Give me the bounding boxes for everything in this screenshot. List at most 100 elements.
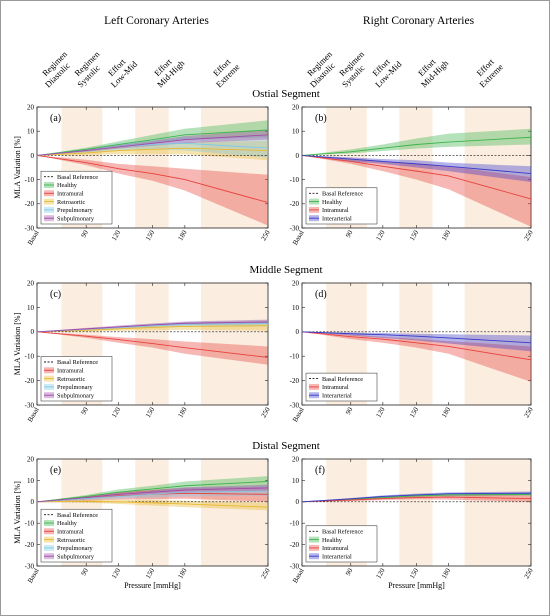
band-intramural <box>37 331 268 365</box>
line-subpulmonary <box>36 321 269 333</box>
legend-entry-basal-reference: Basal Reference <box>309 376 363 383</box>
legend-entry-subpulmonary: Subpulmonary <box>44 553 95 560</box>
x-tick-label: 180 <box>440 406 452 420</box>
legend-label: Prepulmonary <box>57 207 94 214</box>
panel-label: (f) <box>315 465 325 476</box>
band-subpulmonary <box>37 129 268 156</box>
y-tick-label: -20 <box>25 377 35 385</box>
panel-label: (a) <box>50 113 61 124</box>
legend-label: Intramural <box>322 384 349 391</box>
legend-entry-interarterial: Interarterial <box>309 392 352 399</box>
legend-label: Subpulmonary <box>57 215 95 222</box>
legend-label: Intramural <box>57 191 84 198</box>
legend: Basal ReferenceHealthyIntramuralInterart… <box>305 525 378 563</box>
legend-entry-basal-reference: Basal Reference <box>309 191 363 198</box>
y-tick-label: 10 <box>27 477 35 485</box>
x-tick-label: 90 <box>80 567 91 577</box>
y-tick-label: -20 <box>290 541 300 549</box>
x-axis-label: Pressure [mmHg] <box>124 581 181 590</box>
column-title-right: Right Coronary Arteries <box>363 15 475 27</box>
band-interarterial <box>302 491 531 502</box>
x-tick-label: 250 <box>523 406 535 420</box>
band-healthy <box>37 120 268 156</box>
x-tick-label: 250 <box>260 229 272 243</box>
x-tick-label: 120 <box>110 229 122 243</box>
legend-entry-prepulmonary: Prepulmonary <box>44 206 94 214</box>
legend-label: Interarterial <box>322 215 352 222</box>
legend-entry-prepulmonary: Prepulmonary <box>44 544 94 552</box>
y-tick-label: -30 <box>25 224 35 232</box>
x-tick-label: 150 <box>144 406 156 420</box>
band-interarterial <box>302 155 531 183</box>
legend-entry-intramural: Intramural <box>309 544 349 552</box>
legend-label: Basal Reference <box>322 376 363 383</box>
regime-band <box>464 283 531 405</box>
legend-label: Healthy <box>57 182 78 189</box>
regime-band <box>464 459 531 566</box>
y-axis-label: MLA Variation [%] <box>13 312 22 375</box>
y-tick-label: 0 <box>296 328 300 336</box>
legend-entry-basal-reference: Basal Reference <box>44 359 98 366</box>
x-tick-label: 250 <box>260 406 272 420</box>
y-axis-label: MLA Variation [%] <box>13 136 22 199</box>
y-tick-label: -20 <box>25 541 35 549</box>
legend-entry-healthy: Healthy <box>44 520 78 527</box>
legend-label: Basal Reference <box>57 512 98 519</box>
x-tick-label: 120 <box>374 567 386 581</box>
legend-label: Retroaortic <box>57 376 86 383</box>
legend-entry-retroaortic: Retroaortic <box>44 198 86 206</box>
panel-label: (b) <box>315 113 327 124</box>
y-tick-label: 20 <box>27 455 35 463</box>
x-tick-label: 250 <box>523 229 535 243</box>
segment-title-middle-segment: Middle Segment <box>249 264 322 276</box>
legend-label: Healthy <box>57 520 78 527</box>
y-tick-label: -10 <box>290 353 300 361</box>
legend-label: Subpulmonary <box>57 553 95 560</box>
y-tick-label: -20 <box>25 200 35 208</box>
band-interarterial <box>302 331 531 352</box>
legend-label: Prepulmonary <box>57 384 94 391</box>
x-tick-label: 180 <box>440 567 452 581</box>
x-axis-label: Pressure [mmHg] <box>388 581 445 590</box>
y-tick-label: -30 <box>25 401 35 409</box>
line-subpulmonary <box>36 487 269 503</box>
x-tick-label: 120 <box>374 406 386 420</box>
y-tick-label: 10 <box>27 304 35 312</box>
x-tick-label: 180 <box>176 229 188 243</box>
y-tick-label: 10 <box>292 477 300 485</box>
legend-label: Retroaortic <box>57 537 86 544</box>
x-tick-label: 90 <box>80 406 91 416</box>
y-tick-label: 0 <box>31 328 35 336</box>
x-tick-label: 90 <box>344 567 355 577</box>
legend-entry-intramural: Intramural <box>44 528 84 536</box>
y-tick-label: -30 <box>290 224 300 232</box>
y-tick-label: 10 <box>292 304 300 312</box>
y-tick-label: -10 <box>25 520 35 528</box>
x-tick-label: 120 <box>110 406 122 420</box>
legend-label: Interarterial <box>322 553 352 560</box>
y-tick-label: -10 <box>25 176 35 184</box>
legend-box <box>40 170 113 225</box>
y-tick-label: -20 <box>290 200 300 208</box>
band-intramural <box>302 155 531 227</box>
x-tick-label: 180 <box>176 406 188 420</box>
x-tick-label: 90 <box>344 229 355 239</box>
line-intramural <box>36 154 269 204</box>
line-intramural <box>301 154 532 200</box>
x-tick-label: 90 <box>344 406 355 416</box>
legend-label: Subpulmonary <box>57 392 95 399</box>
legend-entry-healthy: Healthy <box>309 198 343 206</box>
legend: Basal ReferenceHealthyIntramuralInterart… <box>305 187 378 225</box>
line-healthy <box>36 481 269 503</box>
legend-box <box>40 508 113 563</box>
regime-band <box>135 283 169 405</box>
line-intramural <box>301 331 532 361</box>
legend-entry-healthy: Healthy <box>309 536 343 544</box>
